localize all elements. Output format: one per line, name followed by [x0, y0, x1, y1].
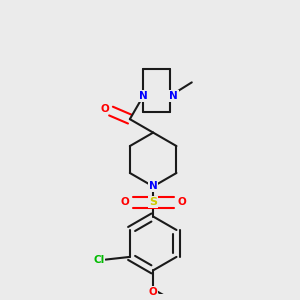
- Text: O: O: [100, 103, 109, 113]
- Text: N: N: [149, 182, 158, 191]
- Text: O: O: [149, 287, 158, 297]
- Text: O: O: [120, 197, 129, 207]
- Text: Cl: Cl: [93, 255, 104, 265]
- Text: N: N: [139, 91, 148, 101]
- Text: S: S: [149, 197, 157, 207]
- Text: N: N: [169, 91, 178, 101]
- Text: O: O: [177, 197, 186, 207]
